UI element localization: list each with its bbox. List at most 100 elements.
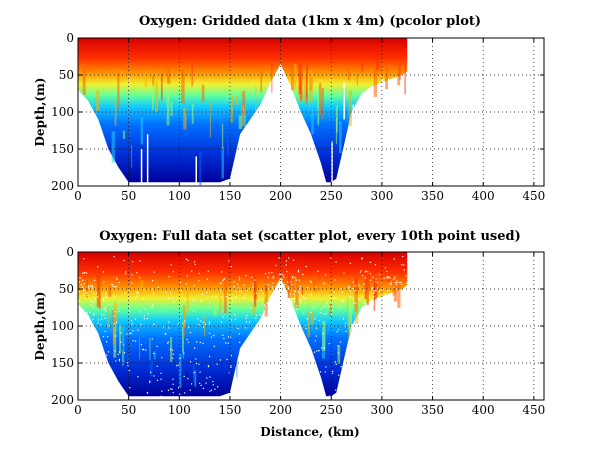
field-streak — [107, 307, 109, 328]
x-tick-label: 450 — [522, 189, 545, 203]
scatter-gap — [208, 366, 210, 368]
field-streak — [181, 69, 185, 104]
scatter-gap — [376, 287, 378, 289]
field-streak — [397, 62, 401, 86]
scatter-gap — [318, 319, 320, 322]
scatter-gap — [92, 286, 94, 288]
scatter-gap — [388, 290, 390, 292]
scatter-gap — [86, 292, 89, 294]
scatter-gap — [340, 365, 342, 368]
field-streak — [98, 284, 102, 310]
scatter-gap — [290, 281, 292, 283]
scatter-gap — [384, 293, 386, 295]
scatter-gap — [369, 261, 371, 264]
scatter-gap — [97, 319, 100, 321]
scatter-gap — [231, 297, 233, 299]
scatter-gap — [146, 391, 148, 394]
scatter-gap — [213, 345, 216, 347]
scatter-gap — [292, 259, 295, 261]
scatter-gap — [334, 279, 336, 281]
scatter-gap — [271, 272, 273, 274]
y-tick-label: 200 — [51, 393, 74, 407]
scatter-gap — [243, 284, 245, 286]
scatter-gap — [92, 318, 94, 321]
scatter-gap — [362, 302, 365, 304]
scatter-gap — [89, 285, 91, 287]
scatter-gap — [349, 262, 351, 265]
scatter-gap — [132, 261, 134, 263]
scatter-gap — [388, 276, 390, 278]
top-panel: Oxygen: Gridded data (1km x 4m) (pcolor … — [33, 14, 545, 203]
scatter-gap — [225, 342, 227, 344]
scatter-gap — [88, 287, 90, 290]
scatter-gap — [245, 317, 247, 319]
x-tick-label: 400 — [472, 403, 495, 417]
scatter-gap — [384, 267, 387, 269]
scatter-gap — [342, 301, 344, 303]
scatter-gap — [252, 283, 254, 285]
scatter-gap — [146, 318, 148, 320]
scatter-gap — [350, 326, 352, 328]
scatter-gap — [376, 298, 378, 300]
scatter-gap — [310, 293, 312, 296]
x-tick-label: 150 — [219, 189, 242, 203]
scatter-gap — [97, 322, 99, 324]
scatter-gap — [102, 298, 104, 300]
scatter-gap — [315, 327, 318, 329]
scatter-gap — [314, 286, 317, 288]
scatter-gap — [118, 281, 120, 284]
scatter-gap — [209, 376, 211, 378]
scatter-gap — [345, 330, 347, 332]
scatter-gap — [245, 321, 248, 323]
scatter-gap — [160, 372, 162, 374]
scatter-gap — [318, 350, 320, 352]
scatter-gap — [242, 297, 244, 299]
field-streak — [348, 297, 352, 333]
scatter-gap — [394, 282, 397, 284]
scatter-gap — [102, 336, 105, 338]
scatter-gap — [247, 337, 249, 339]
field-streak — [373, 276, 378, 300]
scatter-gap — [316, 350, 318, 352]
scatter-gap — [189, 389, 191, 391]
scatter-gap — [105, 309, 107, 311]
scatter-gap — [147, 313, 149, 315]
field-streak — [306, 63, 308, 99]
scatter-gap — [311, 306, 314, 308]
scatter-gap — [235, 296, 237, 298]
scatter-gap — [186, 275, 188, 277]
scatter-gap — [83, 294, 85, 296]
scatter-gap — [141, 349, 144, 351]
scatter-gap — [78, 281, 81, 283]
y-tick-label: 50 — [59, 68, 74, 82]
scatter-gap — [129, 386, 131, 389]
scatter-gap — [80, 284, 83, 286]
scatter-gap — [83, 258, 85, 260]
scatter-gap — [118, 351, 120, 353]
scatter-gap — [306, 318, 308, 320]
scatter-gap — [364, 277, 366, 279]
scatter-gap — [282, 274, 284, 276]
scatter-gap — [208, 332, 211, 334]
scatter-gap — [83, 290, 85, 292]
scatter-gap — [300, 302, 303, 304]
bottom-oxygen-scatter — [78, 252, 408, 397]
scatter-gap — [219, 282, 222, 285]
scatter-gap — [170, 388, 172, 390]
field-streak — [364, 277, 367, 300]
scatter-gap — [302, 312, 305, 314]
scatter-gap — [295, 308, 298, 310]
data-gap — [195, 156, 198, 186]
field-streak — [376, 60, 380, 70]
scatter-gap — [187, 326, 190, 328]
field-streak — [313, 274, 317, 292]
scatter-gap — [372, 286, 374, 289]
scatter-gap — [269, 291, 271, 293]
scatter-gap — [113, 295, 115, 297]
scatter-gap — [185, 283, 187, 285]
scatter-gap — [255, 314, 258, 317]
x-tick-label: 450 — [522, 403, 545, 417]
scatter-gap — [161, 357, 163, 359]
scatter-gap — [272, 288, 274, 290]
field-streak — [149, 360, 153, 377]
